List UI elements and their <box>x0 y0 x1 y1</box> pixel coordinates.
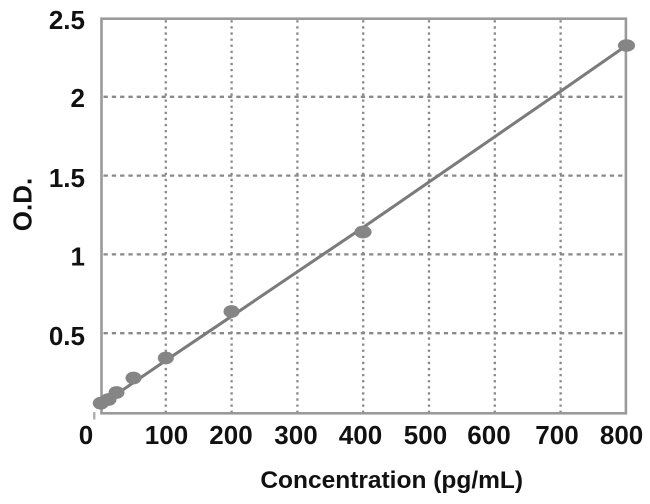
svg-text:Concentration (pg/mL): Concentration (pg/mL) <box>260 467 523 494</box>
svg-text:700: 700 <box>535 420 578 450</box>
svg-text:1.5: 1.5 <box>49 163 85 193</box>
svg-text:800: 800 <box>600 420 643 450</box>
svg-text:0: 0 <box>79 420 93 450</box>
svg-text:2.5: 2.5 <box>49 5 85 35</box>
svg-text:100: 100 <box>145 420 188 450</box>
svg-text:400: 400 <box>339 420 382 450</box>
svg-text:2: 2 <box>71 83 85 113</box>
svg-text:300: 300 <box>274 420 317 450</box>
svg-text:600: 600 <box>467 420 510 450</box>
svg-text:1: 1 <box>71 242 85 272</box>
svg-text:O.D.: O.D. <box>8 178 38 231</box>
svg-text:500: 500 <box>404 420 447 450</box>
svg-text:200: 200 <box>209 420 252 450</box>
svg-text:0.5: 0.5 <box>49 321 85 351</box>
